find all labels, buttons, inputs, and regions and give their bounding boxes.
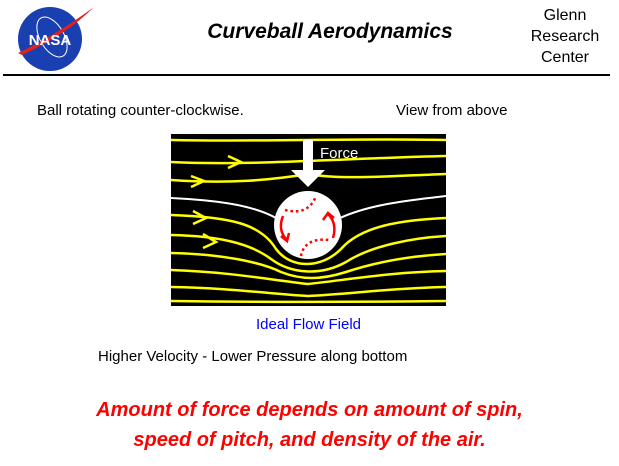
streamline <box>171 251 446 280</box>
ball-seams <box>284 195 330 257</box>
flow-field-label: Ideal Flow Field <box>255 316 362 333</box>
streamline <box>171 154 446 165</box>
center-name: Glenn Research Center <box>515 5 615 68</box>
view-caption: View from above <box>396 102 508 119</box>
spin-arrows <box>279 211 336 244</box>
flow-arrow-icon <box>202 232 219 250</box>
nasa-logo: NASA <box>18 7 94 71</box>
baseball <box>274 191 342 259</box>
flow-arrow-icon <box>190 174 208 189</box>
flow-arrow-icon <box>192 209 209 226</box>
flow-arrow-icon <box>227 154 244 170</box>
header-divider <box>3 74 610 76</box>
conclusion-text: Amount of force depends on amount of spi… <box>0 395 619 455</box>
center-line-1: Glenn <box>543 7 587 24</box>
flow-arrows <box>190 154 244 250</box>
streamline <box>171 268 446 286</box>
dividing-streamline <box>171 195 446 219</box>
streamline <box>171 233 446 273</box>
streamline <box>171 285 446 298</box>
streamline <box>171 213 446 266</box>
rotation-caption: Ball rotating counter-clockwise. <box>37 102 244 119</box>
streamline <box>171 299 446 303</box>
pressure-caption: Higher Velocity - Lower Pressure along b… <box>98 348 408 365</box>
center-line-3: Center <box>540 49 590 66</box>
center-line-2: Research <box>530 28 600 45</box>
conclusion-line-2: speed of pitch, and density of the air. <box>133 429 486 451</box>
spin-arrow-icon <box>321 211 336 239</box>
conclusion-line-1: Amount of force depends on amount of spi… <box>96 399 523 421</box>
force-arrow-icon <box>291 140 325 187</box>
svg-text:NASA: NASA <box>29 32 72 49</box>
page-title: Curveball Aerodynamics <box>207 20 453 43</box>
force-label: Force <box>320 145 358 162</box>
spin-arrow-icon <box>279 215 291 244</box>
flow-field-diagram: Force <box>171 134 446 306</box>
